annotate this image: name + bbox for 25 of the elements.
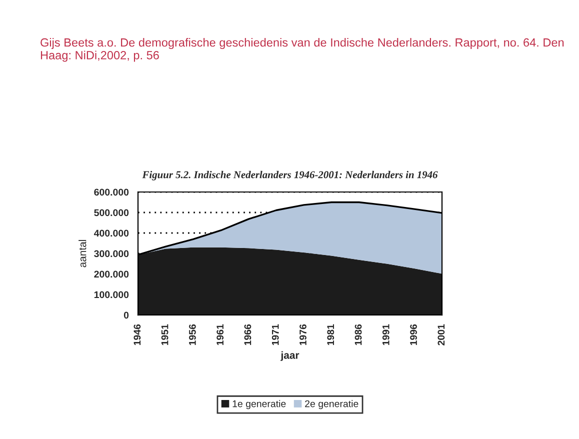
y-tick-label: 0 [124, 312, 129, 319]
x-tick-label: 2001 [438, 324, 445, 346]
x-tick-label: 1991 [382, 324, 390, 346]
x-tick-label: 1951 [161, 324, 168, 346]
y-tick-label: 100.000 [94, 291, 129, 298]
legend-label: 1e generatie [232, 400, 286, 410]
y-tick-label: 300.000 [94, 250, 129, 258]
x-tick-label: 1986 [354, 324, 362, 346]
text: Gijs Beets a.o. De demografische geschiedenis van de Indische Nederlanders. Rapport, no. 64. Den Haag: NiDi,2002, p. 56 [40, 38, 564, 62]
legend-label: 2e generatie [305, 400, 358, 410]
x-tick-label: 1961 [216, 324, 224, 346]
x-tick-label: 1981 [327, 324, 334, 346]
y-tick-label: 500.000 [94, 209, 129, 216]
y-tick-label: 200.000 [94, 270, 129, 278]
x-tick-label: 1971 [272, 324, 279, 346]
x-tick-label: 1946 [134, 324, 141, 346]
chart-title: Figuur 5.2. Indische Nederlanders 1946-2001: Nederlanders in 1946 [142, 170, 438, 180]
y-axis-title: aantal [78, 240, 86, 268]
y-tick-label: 600.000 [94, 188, 129, 196]
x-tick-label: 1996 [410, 324, 417, 346]
x-tick-label: 1966 [244, 324, 252, 346]
x-tick-label: 1956 [189, 324, 196, 346]
x-axis-title: jaar [280, 351, 300, 361]
x-tick-label: 1976 [300, 324, 306, 346]
y-tick-label: 400.000 [94, 230, 129, 237]
